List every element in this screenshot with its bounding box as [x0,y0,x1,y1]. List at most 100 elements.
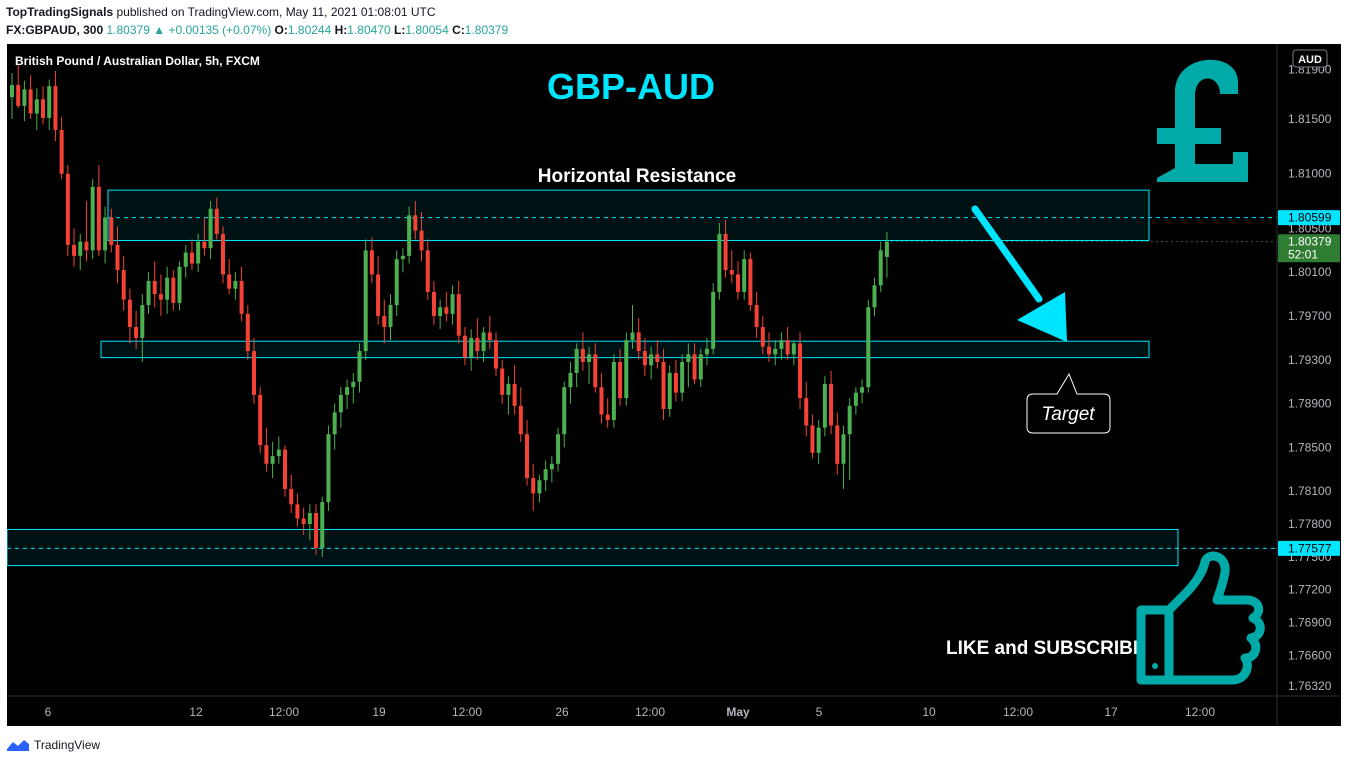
candle-body [357,351,362,382]
candle-body [338,394,343,413]
candle-body [835,425,840,464]
candle-body [866,307,871,388]
candle-body [785,340,790,355]
thumbs-up-icon [1136,551,1265,685]
candle-body [742,259,747,292]
tradingview-footer[interactable]: TradingView [6,736,100,754]
close-value: 1.80379 [464,23,509,37]
candle-body [649,354,654,366]
y-tick-label: 1.78900 [1288,397,1332,411]
candle-body [59,129,64,174]
instrument-label: British Pound / Australian Dollar, 5h, F… [15,54,260,68]
price-tag-countdown: 52:01 [1288,248,1318,262]
candle-body [90,186,95,251]
publisher-name[interactable]: TopTradingSignals [6,5,114,19]
thumb-hand [1164,551,1265,685]
candle-body [165,277,170,300]
candle-body [549,463,554,470]
candle-body [407,215,412,256]
candlestick-chart[interactable]: British Pound / Australian Dollar, 5h, F… [6,44,1341,726]
candle-body [506,383,511,395]
target-arrow-icon [971,205,1067,342]
x-tick-label: 10 [922,705,936,719]
candle-body [84,241,89,251]
candle-body [127,299,132,327]
candle-body [860,387,865,393]
low-label: L: [394,23,406,37]
candle-body [28,89,33,114]
candle-body [388,305,393,327]
candle-body [636,332,641,352]
candle-body [146,281,151,306]
y-tick-label: 1.77200 [1288,583,1332,597]
candle-body [475,337,480,352]
candle-body [72,244,77,256]
candle-body [829,383,834,426]
candle-body [754,305,759,327]
y-tick-label: 1.76600 [1288,648,1332,662]
candle-body [326,434,331,503]
candle-body [760,326,765,347]
candle-body [872,285,877,308]
currency-badge [1292,49,1328,68]
candle-body [289,488,294,505]
zone-3 [6,528,1179,567]
x-tick-label: 12:00 [1003,705,1033,719]
candle-body [487,332,492,341]
candle-body [177,266,182,303]
candle-body [810,425,815,453]
candle-body [251,351,256,395]
candle-body [568,372,573,388]
candle-body [413,215,418,231]
price-tag-3 [1278,540,1340,556]
candle-body [630,332,635,341]
candle-body [574,348,579,373]
candle-body [878,250,883,286]
candle-body [624,340,629,399]
candle-body [438,307,443,317]
candle-body [34,99,39,114]
x-tick-label: 12:00 [635,705,665,719]
open-label: O: [274,23,288,37]
candle-body [431,291,436,317]
candle-body [611,362,616,421]
chart-area[interactable]: British Pound / Australian Dollar, 5h, F… [6,44,1341,726]
candle-body [462,335,467,358]
candle-body [239,281,244,314]
candle-body [605,414,610,421]
candle-body [680,362,685,393]
candle-body [307,513,312,524]
candle-body [537,480,542,494]
candle-body [376,274,381,317]
candle-body [444,307,449,314]
candle-body [704,348,709,355]
ohlc-line: FX:GBPAUD, 300 1.80379 ▲ +0.00135 (+0.07… [6,23,508,37]
y-tick-label: 1.77800 [1288,517,1332,531]
candle-body [791,343,796,355]
candle-body [667,372,672,410]
axis-layer: 1.815001.810001.805001.801001.797001.793… [7,44,1341,726]
y-tick-label: 1.78100 [1288,484,1332,498]
symbol-name: FX:GBPAUD, 300 [6,23,104,37]
candle-body [264,445,269,464]
candle-body [134,326,139,338]
decor-layer: British Pound / Australian Dollar, 5h, F… [15,54,1265,685]
x-tick-label: May [726,705,750,719]
candle-body [543,469,548,481]
candle-body [220,233,225,275]
candle-body [65,173,70,245]
candle-body [283,449,288,489]
x-tick-label: 17 [1104,705,1118,719]
candle-body [556,434,561,464]
candle-body [183,252,188,267]
candle-body [661,362,666,410]
candle-body [419,230,424,251]
candle-body [351,381,356,388]
price-tag-value: 1.77577 [1288,541,1332,555]
candle-body [41,99,46,118]
x-tick-label: 12:00 [1185,705,1215,719]
close-label: C: [452,23,465,37]
y-tick-label: 1.80100 [1288,265,1332,279]
candle-body [773,348,778,355]
high-label: H: [334,23,348,37]
